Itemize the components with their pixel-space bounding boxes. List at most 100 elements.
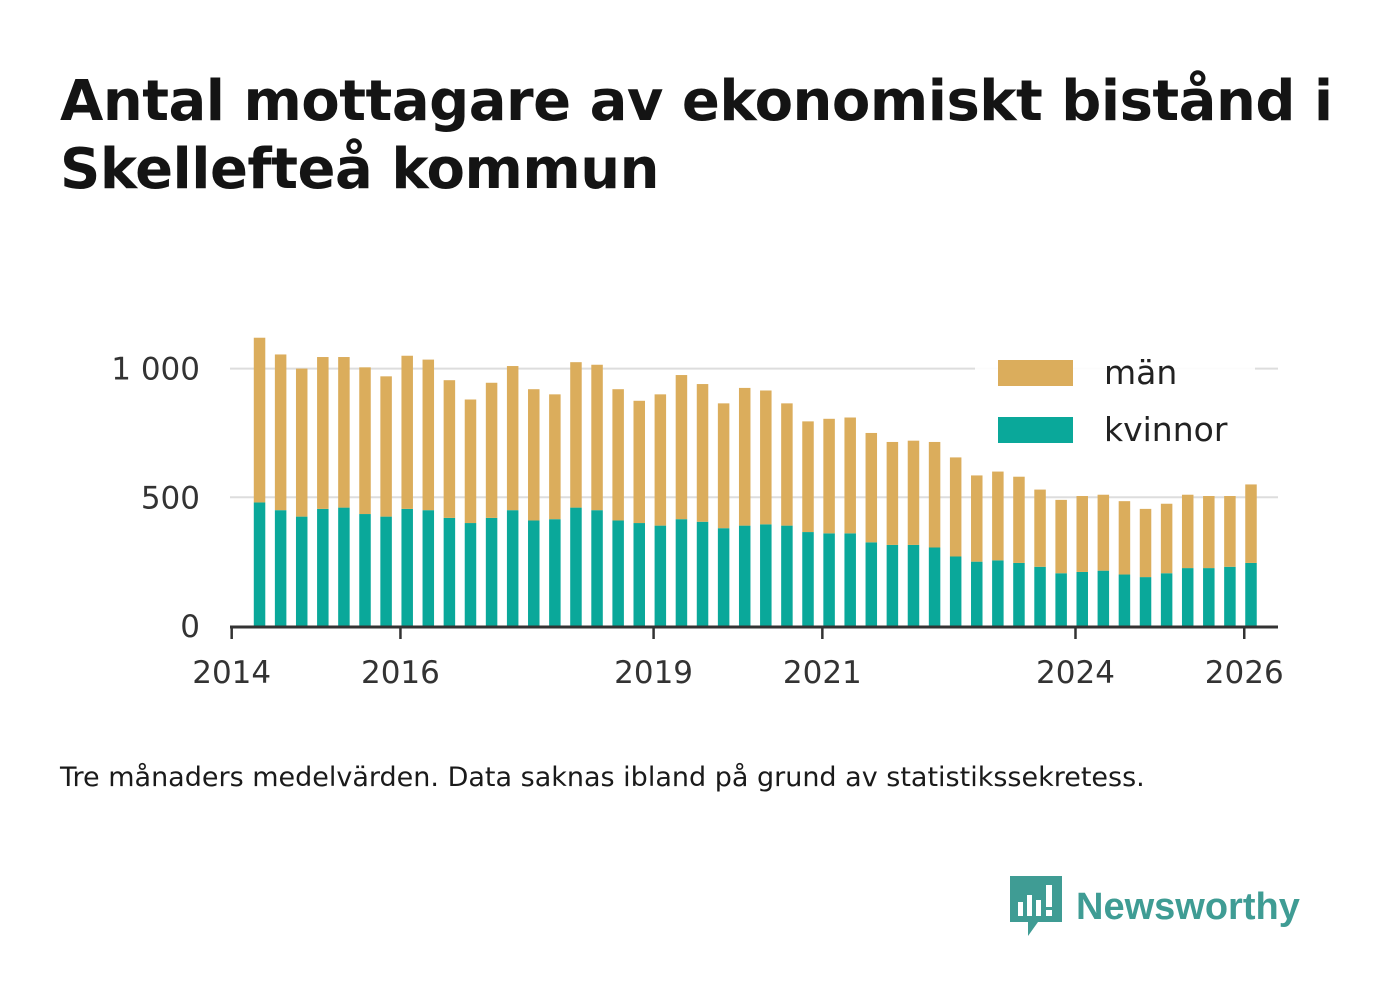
bar-kvinnor-7 [401,508,413,626]
bar-man-7 [401,355,413,509]
bar-man-10 [464,399,477,524]
bar-man-32 [928,441,941,548]
series-kvinnor [253,502,1257,626]
bar-kvinnor-6 [380,516,392,626]
brand-logo: Newsworthy [1010,876,1300,938]
bar-kvinnor-47 [1245,562,1257,626]
bar-kvinnor-39 [1076,571,1088,626]
bar-man-44 [1181,494,1194,569]
bar-kvinnor-0 [253,502,266,626]
bar-man-2 [295,368,308,517]
bar-man-12 [506,366,519,511]
bar-kvinnor-14 [549,519,561,626]
bar-kvinnor-12 [506,510,519,626]
bar-kvinnor-43 [1160,573,1173,626]
x-tick-label-1: 2016 [361,655,440,691]
bar-man-43 [1160,503,1173,574]
bar-man-35 [992,471,1004,561]
bar-man-45 [1203,496,1215,569]
bar-man-27 [823,418,835,534]
bar-kvinnor-30 [886,544,899,626]
bar-kvinnor-42 [1139,577,1152,626]
bar-man-30 [886,441,899,545]
bar-man-19 [654,394,667,526]
bar-man-14 [549,394,561,520]
chart-title: Antal mottagare av ekonomiskt bistånd i … [60,69,1333,202]
bar-man-40 [1097,494,1110,571]
bar-kvinnor-21 [696,521,709,626]
bar-man-31 [907,440,920,545]
x-tick-label-4: 2024 [1036,655,1115,691]
bar-man-13 [528,389,540,521]
bar-man-18 [633,400,645,524]
bar-man-17 [612,389,624,521]
bar-kvinnor-41 [1118,574,1131,626]
bar-man-6 [380,376,392,517]
x-tick-label-2: 2019 [614,655,693,691]
series-man [253,337,1257,578]
bar-kvinnor-1 [274,510,287,626]
bar-kvinnor-27 [823,533,835,626]
bar-kvinnor-22 [717,528,730,626]
bar-man-8 [422,359,435,511]
bar-kvinnor-31 [907,544,920,626]
bar-kvinnor-9 [443,517,456,626]
bar-kvinnor-35 [992,560,1004,626]
bar-man-3 [317,357,329,509]
bar-man-28 [844,417,856,534]
y-tick-label-0: 0 [180,609,200,645]
bar-kvinnor-25 [781,525,793,626]
x-tick-label-3: 2021 [783,655,862,691]
axes [230,625,1278,639]
bar-kvinnor-44 [1181,568,1194,626]
bar-man-26 [802,421,814,533]
bar-kvinnor-11 [485,517,498,626]
legend-swatch-1 [998,417,1073,443]
bar-kvinnor-29 [865,542,878,626]
bar-man-5 [359,367,371,515]
bar-man-23 [738,387,751,526]
bar-kvinnor-36 [1013,562,1025,626]
bar-man-4 [338,357,350,508]
newsworthy-logo-icon [1010,876,1062,936]
bar-man-42 [1139,508,1152,578]
bar-kvinnor-26 [802,532,814,626]
x-tick-label-5: 2026 [1205,655,1284,691]
bar-kvinnor-16 [591,510,603,626]
bar-kvinnor-10 [464,523,477,626]
bar-man-22 [717,403,730,529]
bar-man-37 [1034,489,1046,567]
bar-man-25 [781,403,793,526]
bar-kvinnor-2 [295,516,308,626]
bar-kvinnor-17 [612,520,624,626]
bar-kvinnor-33 [949,556,962,626]
bar-kvinnor-32 [928,547,941,626]
bar-man-15 [570,362,582,508]
bar-man-11 [485,382,498,518]
bar-man-16 [591,364,603,511]
bar-man-36 [1013,476,1025,563]
bar-man-33 [949,457,962,557]
bar-kvinnor-5 [359,514,371,626]
bar-man-46 [1224,496,1236,567]
bar-kvinnor-40 [1097,570,1110,626]
bar-man-29 [865,432,878,543]
bar-man-41 [1118,501,1131,575]
bar-kvinnor-46 [1224,566,1236,626]
bar-kvinnor-34 [971,561,983,626]
y-tick-label-1: 500 [141,480,200,516]
legend: män kvinnor [975,340,1255,465]
bar-man-1 [274,354,287,511]
bar-kvinnor-13 [528,520,540,626]
bar-man-24 [760,390,772,525]
brand-name: Newsworthy [1076,885,1300,928]
bar-kvinnor-20 [675,519,688,626]
bar-man-34 [971,475,983,562]
bar-kvinnor-4 [338,507,350,626]
x-tick-label-0: 2014 [192,655,271,691]
bar-man-9 [443,380,456,518]
bar-kvinnor-24 [760,524,772,626]
bar-kvinnor-28 [844,533,856,626]
bar-kvinnor-45 [1203,568,1215,626]
